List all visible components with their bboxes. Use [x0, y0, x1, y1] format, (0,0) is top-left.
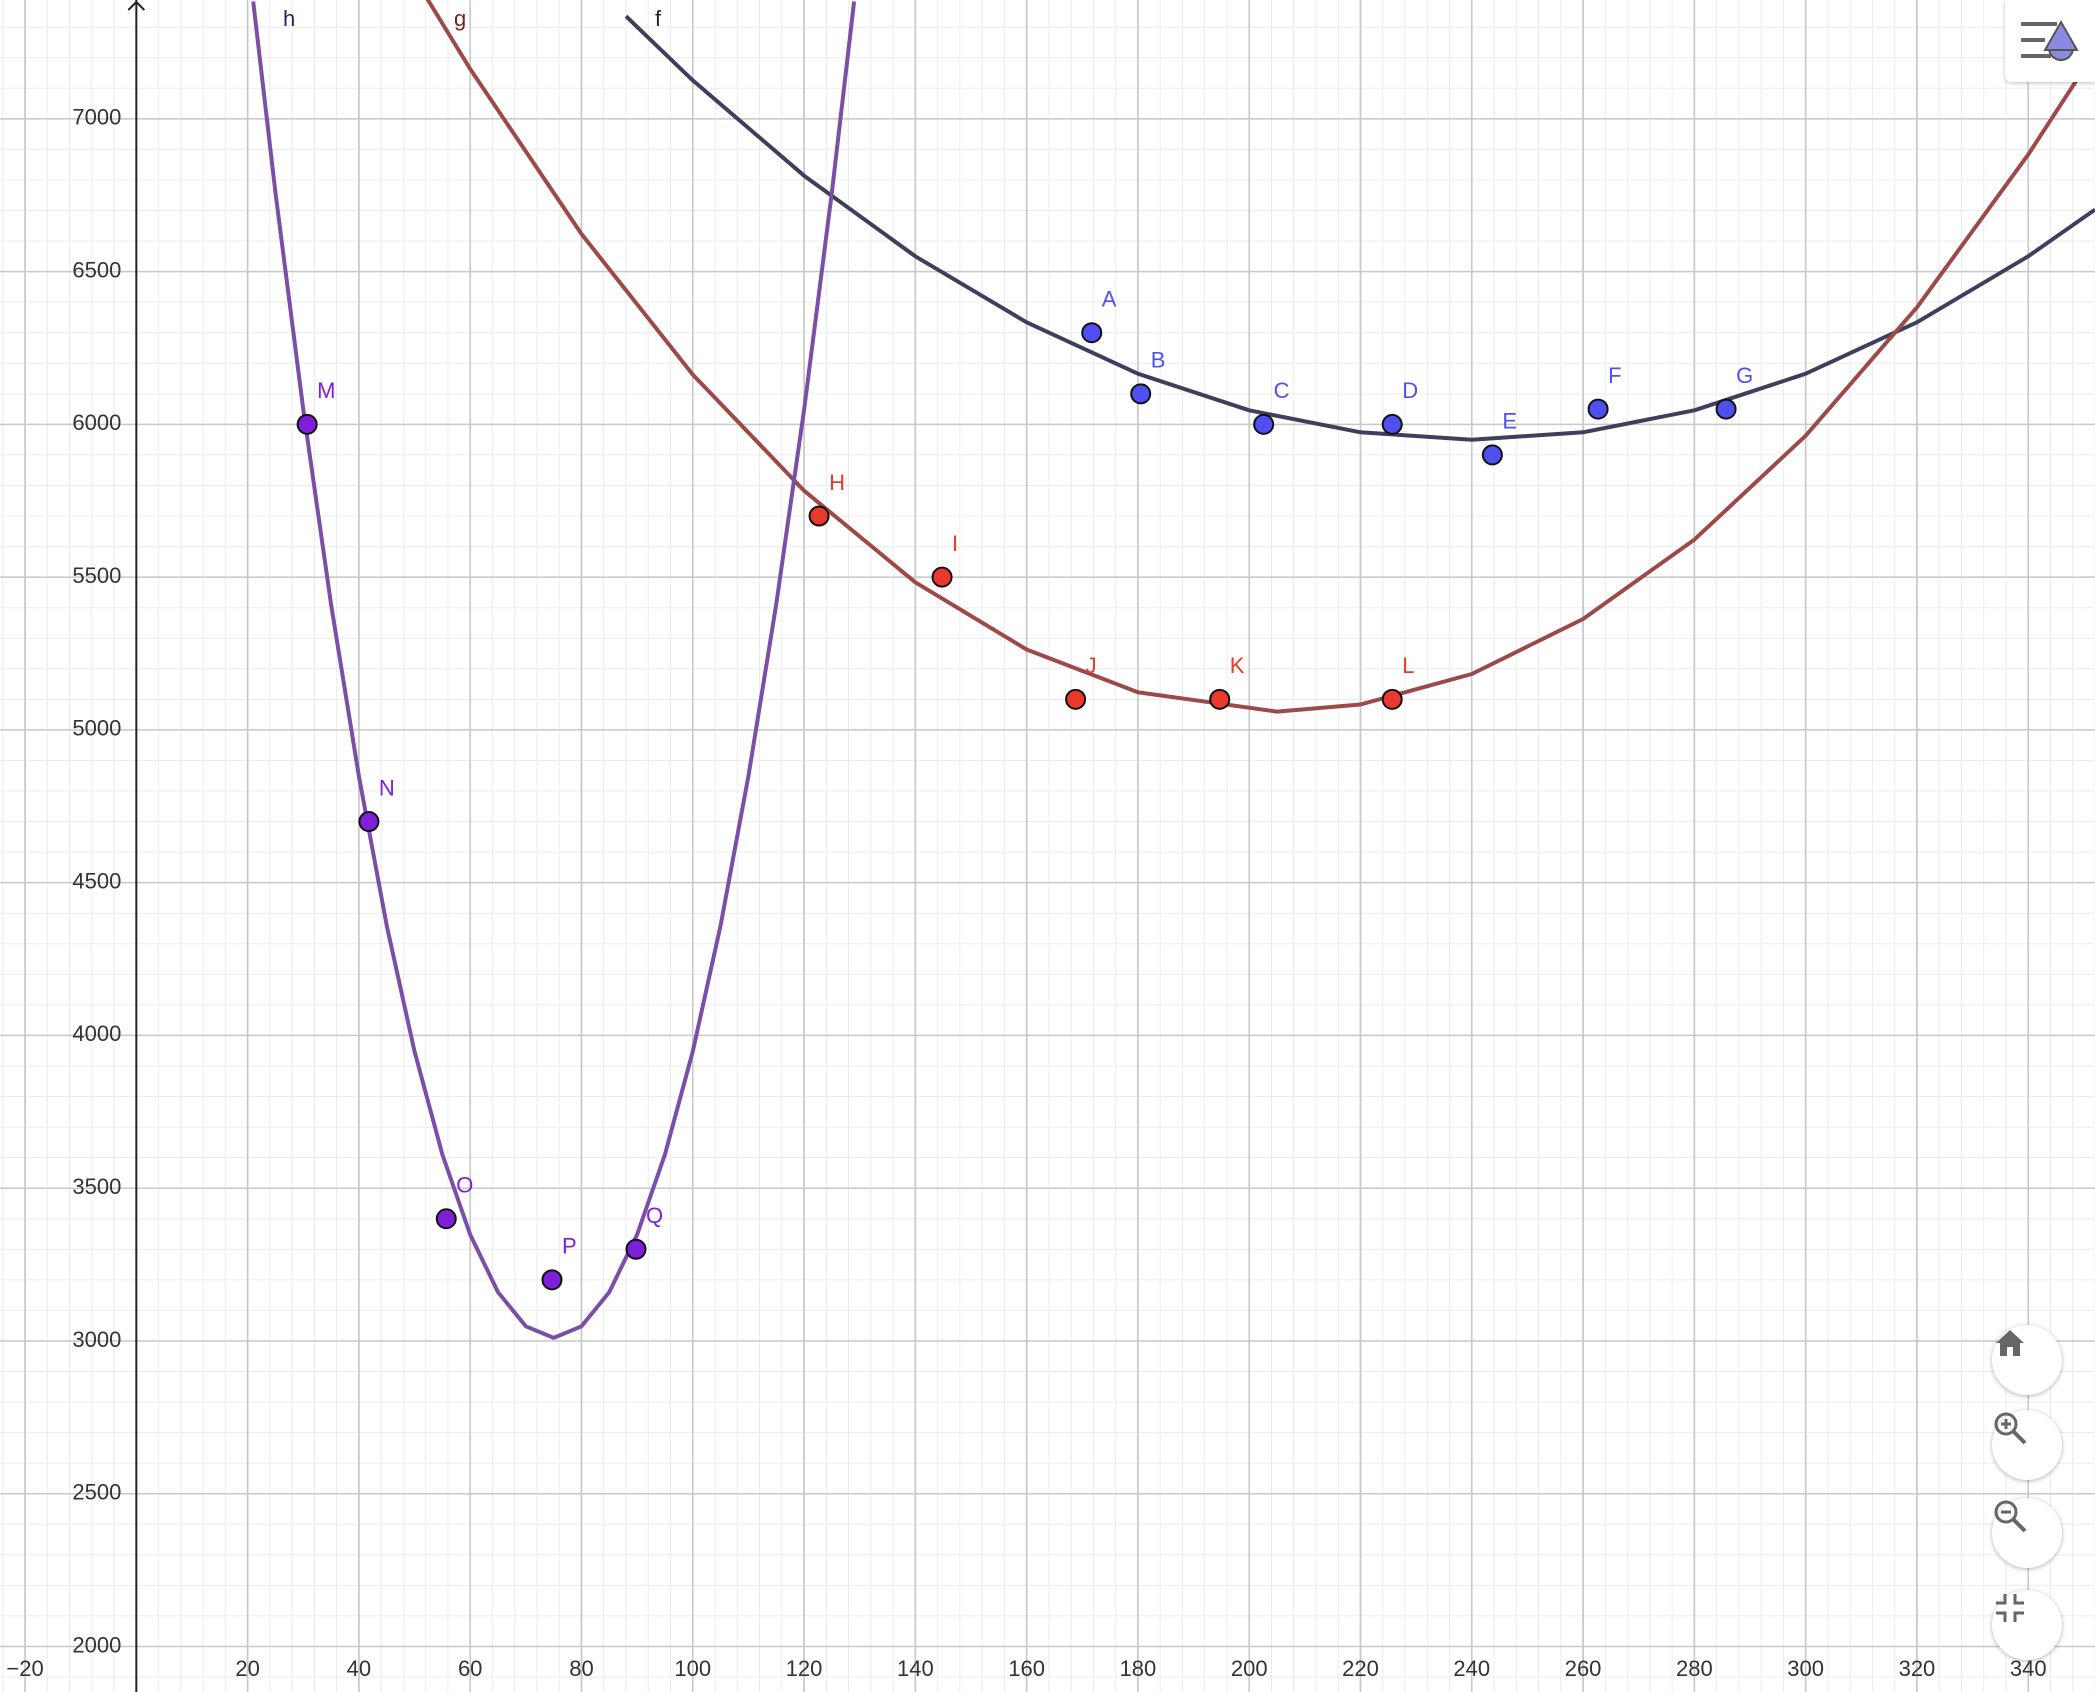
point-label: N — [379, 775, 395, 800]
y-tick-label: 5000 — [72, 716, 121, 741]
x-tick-label: 60 — [458, 1656, 482, 1681]
x-tick-label: 180 — [1120, 1656, 1157, 1681]
point-label: E — [1502, 409, 1517, 434]
point-label: D — [1402, 378, 1418, 403]
curve-label: h — [283, 6, 295, 31]
x-tick-label: 320 — [1899, 1656, 1936, 1681]
x-tick-label: 120 — [786, 1656, 823, 1681]
y-axis-arrow — [127, 0, 146, 11]
x-tick-label: 220 — [1342, 1656, 1379, 1681]
x-tick-label: 20 — [235, 1656, 259, 1681]
point-label: G — [1736, 363, 1753, 388]
y-tick-label: 5500 — [72, 563, 121, 588]
point-label: Q — [646, 1203, 663, 1228]
y-tick-label: 4000 — [72, 1021, 121, 1046]
y-tick-label: 6500 — [72, 257, 121, 282]
y-tick-label: 4500 — [72, 868, 121, 893]
point-label: P — [562, 1234, 577, 1259]
point — [541, 1269, 563, 1291]
x-tick-label: −20 — [6, 1656, 43, 1681]
point-label: C — [1274, 378, 1290, 403]
point — [1481, 444, 1503, 466]
point — [1081, 322, 1103, 344]
point — [1130, 383, 1152, 405]
point-label: O — [456, 1173, 473, 1198]
point — [296, 413, 318, 435]
x-tick-label: 160 — [1008, 1656, 1045, 1681]
style-bar-icon — [2021, 19, 2079, 61]
point-label: L — [1402, 653, 1414, 678]
point — [1715, 398, 1737, 420]
curve-label: f — [655, 6, 662, 31]
fullscreen-icon — [1996, 1594, 2024, 1622]
x-tick-label: 280 — [1676, 1656, 1713, 1681]
y-tick-label: 3500 — [72, 1174, 121, 1199]
point — [1209, 688, 1231, 710]
zoom-out-icon — [1994, 1500, 2027, 1533]
x-tick-label: 100 — [674, 1656, 711, 1681]
x-tick-label: 140 — [897, 1656, 934, 1681]
point-label: H — [829, 470, 845, 495]
y-tick-label: 7000 — [72, 105, 121, 130]
home-icon — [1996, 1330, 2024, 1356]
home-button[interactable] — [1992, 1325, 2062, 1395]
point-label: F — [1608, 363, 1621, 388]
y-tick-label: 3000 — [72, 1327, 121, 1352]
point — [808, 505, 830, 527]
zoom-in-icon — [1994, 1412, 2027, 1445]
point — [1065, 688, 1087, 710]
x-tick-label: 200 — [1231, 1656, 1268, 1681]
zoom-out-button[interactable] — [1992, 1498, 2062, 1568]
point-label: J — [1086, 653, 1097, 678]
curve-label: g — [454, 6, 466, 31]
y-tick-label: 2500 — [72, 1480, 121, 1505]
x-tick-label: 260 — [1565, 1656, 1602, 1681]
fullscreen-button[interactable] — [1992, 1590, 2062, 1660]
point-label: M — [317, 378, 335, 403]
point — [358, 811, 380, 833]
point — [1253, 413, 1275, 435]
point — [931, 566, 953, 588]
curve — [251, 1, 857, 1340]
style-bar-toggle[interactable] — [2005, 0, 2095, 82]
point — [1587, 398, 1609, 420]
point — [435, 1208, 457, 1230]
x-tick-label: 300 — [1787, 1656, 1824, 1681]
zoom-in-button[interactable] — [1992, 1410, 2062, 1480]
point-label: I — [952, 531, 958, 556]
point-label: A — [1102, 287, 1117, 312]
curve — [624, 14, 2095, 442]
x-tick-label: 240 — [1453, 1656, 1490, 1681]
point — [625, 1238, 647, 1260]
point — [1381, 688, 1403, 710]
point — [1381, 413, 1403, 435]
y-tick-label: 6000 — [72, 410, 121, 435]
curve — [425, 0, 2086, 714]
point-label: B — [1151, 348, 1166, 373]
x-tick-label: 40 — [347, 1656, 371, 1681]
y-tick-label: 2000 — [72, 1632, 121, 1657]
point-label: K — [1230, 653, 1245, 678]
x-tick-label: 80 — [569, 1656, 593, 1681]
